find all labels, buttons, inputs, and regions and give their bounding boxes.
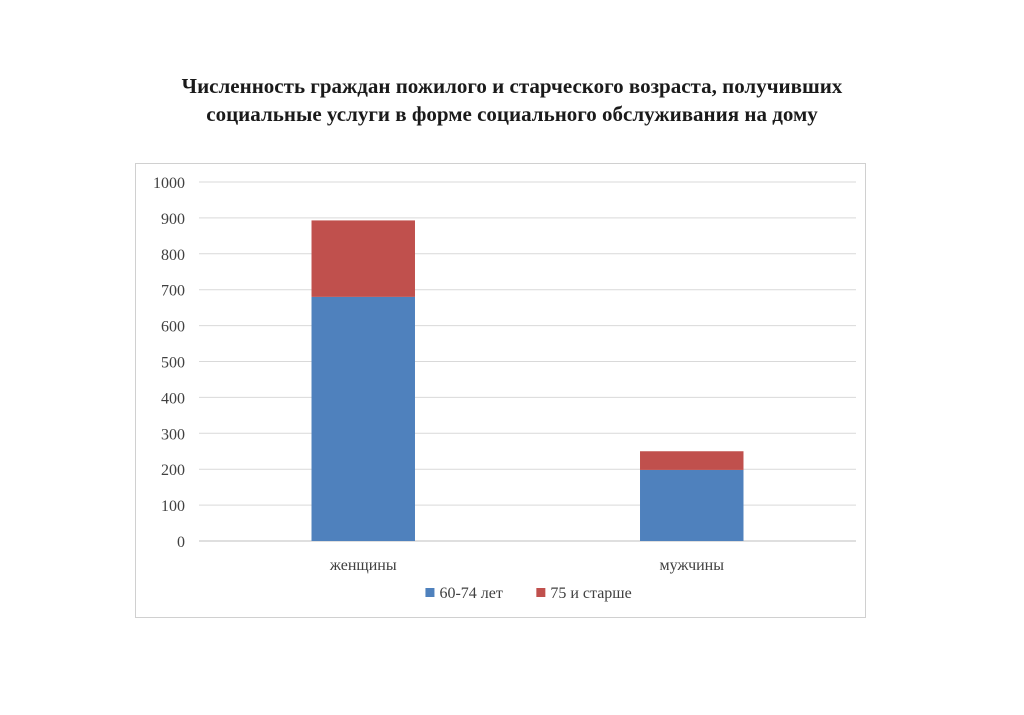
y-tick-label: 200 bbox=[161, 462, 185, 479]
legend-label: 75 и старше bbox=[550, 585, 631, 602]
bar-segment bbox=[640, 451, 744, 470]
y-tick-label: 300 bbox=[161, 426, 185, 443]
legend-swatch bbox=[536, 588, 546, 597]
legend: 60-74 лет 75 и старше bbox=[425, 585, 632, 602]
legend-swatch bbox=[425, 588, 435, 597]
y-tick-label: 800 bbox=[161, 247, 185, 264]
y-tick-label: 600 bbox=[161, 319, 185, 336]
bar-segment bbox=[311, 220, 415, 297]
y-tick-label: 100 bbox=[161, 498, 185, 515]
x-tick-label: мужчины bbox=[660, 557, 725, 574]
gridlines bbox=[199, 181, 856, 542]
y-tick-label: 1000 bbox=[153, 175, 185, 192]
x-tick-label: женщины bbox=[329, 557, 397, 574]
chart-title: Численность граждан пожилого и старческо… bbox=[0, 72, 1024, 128]
y-tick-label: 0 bbox=[177, 534, 185, 551]
bar-segment bbox=[640, 469, 744, 541]
stacked-bar-chart: 0 100 200 300 400 500 600 700 800 900 1000 женщины… bbox=[153, 175, 856, 602]
y-tick-label: 700 bbox=[161, 283, 185, 300]
y-tick-label: 400 bbox=[161, 390, 185, 407]
chart-frame: 0 100 200 300 400 500 600 700 800 900 1000 женщины… bbox=[135, 163, 866, 618]
legend-label: 60-74 лет bbox=[439, 585, 502, 602]
x-axis-ticks: женщины мужчины bbox=[329, 557, 724, 574]
chart-title-line-1: Численность граждан пожилого и старческо… bbox=[181, 74, 843, 98]
y-tick-label: 500 bbox=[161, 355, 185, 372]
chart-title-line-2: социальные услуги в форме социального об… bbox=[206, 102, 818, 126]
y-tick-label: 900 bbox=[161, 211, 185, 228]
bars bbox=[311, 220, 744, 541]
bar-segment bbox=[311, 296, 415, 541]
y-axis-ticks: 0 100 200 300 400 500 600 700 800 900 1000 bbox=[153, 175, 185, 551]
